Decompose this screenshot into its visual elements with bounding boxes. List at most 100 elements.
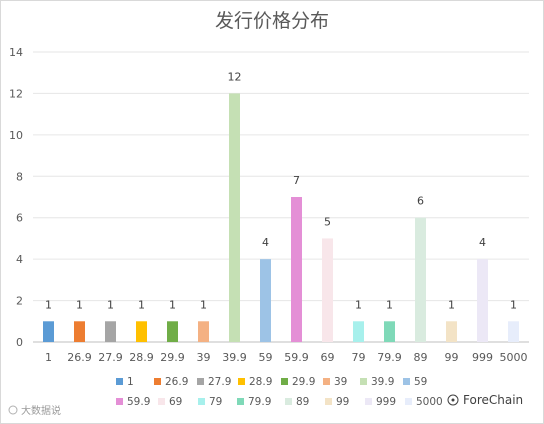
legend-item: 59.9 [116,396,150,408]
bar [136,321,147,342]
watermark-icon [8,405,18,415]
bar [105,321,116,342]
y-tick-label: 6 [16,212,23,225]
legend-item: 39.9 [360,376,394,388]
bar [477,259,488,342]
legend-swatch [281,378,288,385]
legend-label: 59 [414,376,427,388]
bar [198,321,209,342]
legend-label: 29.9 [292,376,315,388]
x-tick-label: 26.9 [67,351,92,364]
legend-swatch [197,378,204,385]
x-tick-label: 27.9 [98,351,123,364]
legend-swatch [237,398,244,405]
legend-swatch [116,378,123,385]
legend-item: 79 [198,396,222,408]
brand-logo: ForeChain [447,393,523,407]
data-label: 1 [107,298,114,311]
legend-label: 79 [209,396,222,408]
brand-icon [447,394,459,406]
legend-item: 69 [158,396,182,408]
y-axis: 0 2 4 6 8 10 12 14 [9,46,23,349]
x-tick-label: 39 [197,351,211,364]
legend-item: 26.9 [154,376,188,388]
legend-label: 99 [336,396,349,408]
legend-label: 39.9 [371,376,394,388]
legend-label: 39 [334,376,347,388]
y-tick-label: 4 [16,253,23,266]
legend-item: 999 [365,396,396,408]
legend-swatch [325,398,332,405]
data-label: 1 [169,298,176,311]
brand-text: ForeChain [463,393,523,407]
data-label: 1 [355,298,362,311]
legend-label: 5000 [416,396,443,408]
bar [322,238,333,342]
y-tick-label: 10 [9,129,23,142]
bar [43,321,54,342]
bar [384,321,395,342]
legend-label: 1 [127,376,134,388]
data-label: 6 [417,195,424,208]
bar [446,321,457,342]
data-label: 1 [386,298,393,311]
legend-item: 29.9 [281,376,315,388]
legend-item: 89 [285,396,309,408]
y-tick-label: 12 [9,87,23,100]
data-label: 4 [262,236,269,249]
y-tick-label: 8 [16,170,23,183]
x-tick-label: 5000 [500,351,528,364]
gridlines [33,51,529,343]
legend-item: 28.9 [238,376,272,388]
x-tick-label: 28.9 [129,351,154,364]
chart-title: 发行价格分布 [215,10,329,32]
x-tick-label: 79 [352,351,366,364]
data-label: 1 [448,298,455,311]
x-tick-label: 89 [414,351,428,364]
y-tick-label: 2 [16,295,23,308]
brand-icon-dot [451,398,455,402]
legend-swatch [405,398,412,405]
x-tick-label: 59.9 [284,351,309,364]
legend-label: 26.9 [165,376,188,388]
watermark-logo: 大数据说 [8,404,61,417]
legend-swatch [365,398,372,405]
bar [508,321,519,342]
legend-swatch [323,378,330,385]
y-tick-label: 14 [9,46,23,59]
legend-label: 27.9 [208,376,231,388]
legend: 1 26.9 27.9 28.9 29.9 39 39.9 59 59.9 69 79 79.9 89 9… [116,376,443,408]
legend-label: 999 [376,396,396,408]
legend-label: 59.9 [127,396,150,408]
x-tick-label: 39.9 [222,351,247,364]
x-axis: 1 26.9 27.9 28.9 29.9 39 39.9 59 59.9 69 79 79.9 89 9… [45,351,528,364]
legend-swatch [285,398,292,405]
data-label: 1 [200,298,207,311]
watermark-text: 大数据说 [21,404,61,417]
legend-swatch [158,398,165,405]
legend-swatch [238,378,245,385]
data-label: 1 [45,298,52,311]
legend-item: 5000 [405,396,443,408]
x-tick-label: 29.9 [160,351,185,364]
x-tick-label: 99 [445,351,459,364]
legend-label: 79.9 [248,396,271,408]
legend-item: 39 [323,376,347,388]
legend-item: 59 [403,376,427,388]
x-tick-label: 999 [472,351,493,364]
bar [260,259,271,342]
data-label: 4 [479,236,486,249]
x-tick-label: 59 [259,351,273,364]
data-label: 12 [228,70,242,83]
legend-swatch [198,398,205,405]
legend-item: 99 [325,396,349,408]
legend-swatch [403,378,410,385]
legend-swatch [154,378,161,385]
legend-item: 79.9 [237,396,271,408]
legend-swatch [360,378,367,385]
bar [353,321,364,342]
data-label: 1 [510,298,517,311]
legend-item: 1 [116,376,134,388]
